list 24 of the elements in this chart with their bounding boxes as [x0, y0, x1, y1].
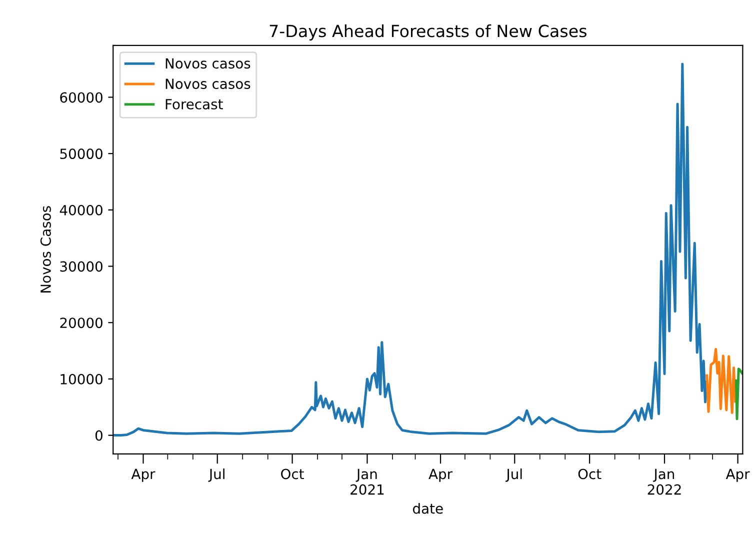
y-tick-label: 0	[95, 430, 102, 441]
y-axis-title: Novos Casos	[40, 206, 51, 292]
x-tick-label: Jan 2021	[350, 468, 384, 495]
x-tick-label: Jul	[506, 468, 522, 482]
line-series	[706, 348, 737, 414]
y-tick-label: 40000	[60, 204, 102, 216]
x-tick-label: Apr	[726, 468, 750, 482]
legend-label: Novos casos	[166, 78, 250, 90]
legend-label: Novos casos	[166, 58, 250, 69]
y-tick-label: 10000	[60, 374, 102, 384]
x-tick-label: Apr	[131, 468, 156, 482]
x-tick-label: Jan 2022	[648, 468, 681, 495]
y-tick-label: 60000	[60, 92, 102, 103]
x-tick-label: Apr	[428, 468, 453, 482]
y-tick-label: 30000	[60, 261, 102, 272]
y-tick-label: 20000	[60, 318, 102, 328]
y-tick-label: 50000	[60, 148, 102, 160]
line-series	[734, 368, 743, 420]
chart-title: 7-Days Ahead Forecasts of New Cases	[270, 24, 586, 41]
x-tick-label: Oct	[281, 468, 304, 480]
x-axis-title: date	[413, 503, 443, 514]
legend-label: Forecast	[166, 99, 223, 110]
x-tick-label: Oct	[578, 468, 602, 480]
x-tick-label: Jul	[208, 468, 224, 482]
